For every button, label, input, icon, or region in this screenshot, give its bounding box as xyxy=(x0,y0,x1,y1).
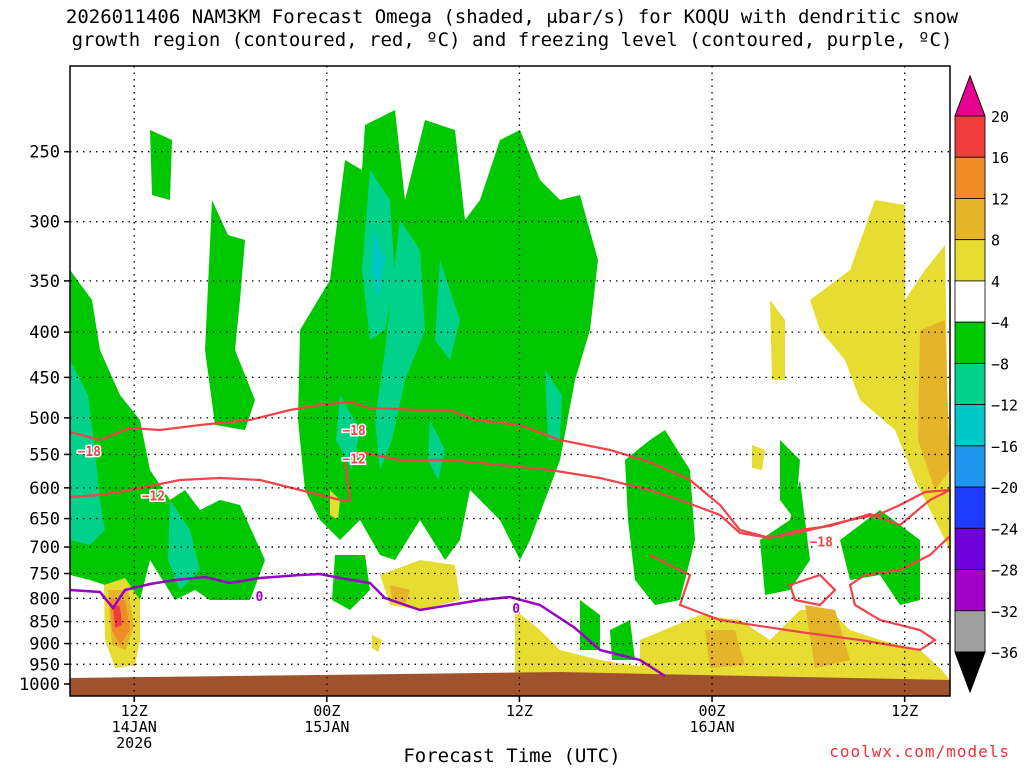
chart-title-line1: 2026011406 NAM3KM Forecast Omega (shaded… xyxy=(65,6,959,28)
colorbar-label: 12 xyxy=(991,190,1009,208)
colorbar-band xyxy=(954,156,986,199)
colorbar-label: −32 xyxy=(991,603,1018,621)
colorbar-band xyxy=(954,321,986,364)
contour-label: 0 xyxy=(512,602,520,617)
ground-surface xyxy=(70,672,950,696)
colorbar-label: −24 xyxy=(991,520,1018,538)
x-tick-label: 12Z xyxy=(506,702,533,720)
contour-label: 0 xyxy=(255,590,263,605)
colorbar-top-arrow xyxy=(954,74,986,117)
colorbar-label: 8 xyxy=(991,232,1000,250)
y-tick-label: 400 xyxy=(29,323,60,343)
colorbar: 20 16 12 8 4 −4 −8 −12 −16 −20 −24 −28 −32 −36 xyxy=(954,74,1018,694)
omega-yellow-region xyxy=(810,200,950,550)
x-tick-label: 12Z xyxy=(121,702,148,720)
colorbar-band xyxy=(954,569,986,612)
freezing-contour xyxy=(70,572,666,678)
x-tick-label: 00Z xyxy=(699,702,726,720)
contour-label: −12 xyxy=(142,489,165,504)
colorbar-band xyxy=(954,486,986,529)
omega-teal-region xyxy=(70,360,105,545)
colorbar-label: 16 xyxy=(991,149,1009,167)
colorbar-label: −20 xyxy=(991,479,1018,497)
colorbar-label: −12 xyxy=(991,397,1018,415)
y-tick-label: 250 xyxy=(29,143,60,163)
contour-label: −18 xyxy=(809,536,833,551)
y-tick-label: 500 xyxy=(29,409,60,429)
x-tick-label: 00Z xyxy=(313,702,340,720)
y-tick-label: 550 xyxy=(29,445,60,465)
colorbar-label: −4 xyxy=(991,314,1009,332)
plot-frame xyxy=(69,65,951,697)
colorbar-label: −36 xyxy=(991,644,1018,662)
colorbar-label: −8 xyxy=(991,355,1009,373)
x-tick-label: 12Z xyxy=(891,702,918,720)
colorbar-label: 4 xyxy=(991,273,1000,291)
y-tick-label: 1000 xyxy=(19,675,60,695)
contour-label: −12 xyxy=(342,453,365,468)
y-tick-label: 450 xyxy=(29,368,60,388)
contour-label: −18 xyxy=(78,445,102,460)
y-tick-label: 600 xyxy=(29,479,60,499)
colorbar-band xyxy=(954,198,986,241)
chart-title-line2: growth region (contoured, red, ºC) and f… xyxy=(71,29,953,51)
y-axis: 2503003504004505005506006507007508008509… xyxy=(19,143,70,695)
y-tick-label: 950 xyxy=(29,655,60,675)
colorbar-label: −16 xyxy=(991,438,1018,456)
colorbar-band xyxy=(954,280,986,323)
colorbar-label: −28 xyxy=(991,562,1018,580)
colorbar-band xyxy=(954,610,986,653)
y-tick-label: 750 xyxy=(29,565,60,585)
colorbar-band xyxy=(954,239,986,282)
dgz-contour-minus12 xyxy=(70,450,950,540)
colorbar-band xyxy=(954,362,986,406)
omega-green-region xyxy=(70,270,265,600)
x-tick-year: 2026 xyxy=(116,734,152,752)
x-tick-date: 15JAN xyxy=(304,718,349,736)
colorbar-label: 20 xyxy=(991,108,1009,126)
y-tick-label: 700 xyxy=(29,538,60,558)
y-tick-label: 300 xyxy=(29,213,60,233)
credit-link[interactable]: coolwx.com/models xyxy=(829,742,1010,761)
y-tick-label: 800 xyxy=(29,589,60,609)
dgz-contours xyxy=(70,400,950,652)
y-tick-label: 850 xyxy=(29,613,60,633)
y-tick-label: 650 xyxy=(29,510,60,530)
colorbar-band xyxy=(954,527,986,570)
colorbar-band xyxy=(954,445,986,488)
x-axis-title: Forecast Time (UTC) xyxy=(403,745,621,767)
colorbar-bottom-arrow xyxy=(954,651,986,694)
x-tick-date: 14JAN xyxy=(112,718,157,736)
x-tick-date: 16JAN xyxy=(689,718,734,736)
contour-label: −18 xyxy=(342,424,366,439)
y-tick-label: 350 xyxy=(29,272,60,292)
y-tick-label: 900 xyxy=(29,635,60,655)
grid xyxy=(70,66,950,696)
colorbar-band xyxy=(954,404,986,447)
omega-shading xyxy=(70,110,950,680)
colorbar-band xyxy=(954,115,986,158)
